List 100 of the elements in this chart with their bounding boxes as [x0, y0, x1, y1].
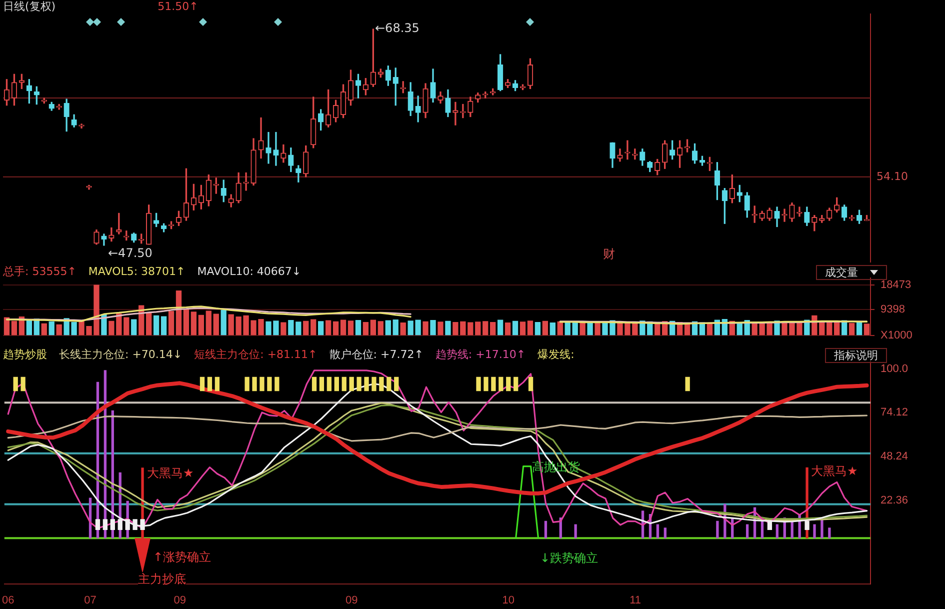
- annotation: ↑涨势确立: [153, 550, 212, 564]
- annotation: ←68.35: [375, 21, 420, 35]
- bar: [183, 308, 190, 336]
- annotation: MAVOL10: 40667↓: [197, 265, 302, 278]
- x-tick-label: 06: [2, 594, 14, 606]
- bar: [386, 376, 392, 392]
- text: 散户仓位: +7.72↑: [329, 348, 424, 361]
- bar: [422, 321, 428, 336]
- bar: [267, 376, 272, 392]
- candlestick: [452, 102, 458, 126]
- y-tick-label: 9398: [880, 304, 905, 316]
- annotation: ←47.50: [108, 246, 152, 260]
- ref-line-label: 54.10: [876, 170, 908, 183]
- bar: [760, 520, 764, 538]
- text: 短线主力仓位: +81.11↑: [194, 348, 318, 361]
- bar: [214, 376, 220, 392]
- bar: [512, 320, 518, 336]
- bar: [20, 376, 26, 392]
- bar: [11, 320, 18, 336]
- bar: [856, 322, 862, 336]
- bar: [514, 376, 518, 392]
- bar: [131, 319, 137, 336]
- bar: [260, 376, 264, 392]
- candlestick: [273, 132, 279, 166]
- bar: [364, 376, 369, 392]
- bar: [176, 290, 182, 336]
- candlestick: [624, 140, 630, 160]
- bar: [146, 312, 152, 336]
- annotation: 指标说明: [834, 349, 878, 362]
- x-tick-label: 11: [630, 594, 642, 606]
- x-tick-label: 09: [174, 594, 186, 606]
- bar: [813, 524, 816, 538]
- bar: [56, 324, 62, 336]
- bar: [527, 320, 534, 336]
- bar: [325, 320, 332, 336]
- annotation: 大黑马★: [811, 464, 858, 478]
- bar: [498, 376, 504, 392]
- annotation: MAVOL5: 38701↑: [88, 265, 186, 278]
- bar: [587, 322, 593, 336]
- bar: [490, 322, 496, 336]
- bar: [400, 322, 406, 336]
- bar: [484, 376, 488, 392]
- bar: [26, 320, 32, 336]
- bar: [716, 520, 719, 538]
- bar: [160, 316, 167, 336]
- annotation: 主力抄底: [138, 572, 186, 586]
- bar: [319, 376, 324, 392]
- bar: [394, 376, 399, 392]
- bar: [828, 528, 831, 538]
- bar: [378, 321, 384, 336]
- y-tick-label: 100.0: [880, 362, 908, 375]
- bar: [318, 321, 324, 336]
- annotation: ↓跌势确立: [540, 551, 598, 565]
- bar: [244, 376, 250, 392]
- x-tick-label: 09: [345, 594, 358, 606]
- bar: [355, 320, 362, 336]
- text: 趋势线: +17.10↑: [435, 348, 526, 361]
- bar: [340, 320, 346, 336]
- text: 长线主力仓位: +70.14↓: [59, 348, 182, 361]
- bar: [342, 376, 346, 392]
- text: 爆发线:: [538, 348, 574, 361]
- chart-title: 趋势炒股: [3, 348, 47, 361]
- bar: [332, 321, 339, 336]
- bar: [334, 376, 339, 392]
- y-tick-label: 18473: [880, 278, 912, 291]
- bar: [482, 321, 488, 336]
- candlestick: [258, 117, 264, 159]
- bar: [520, 322, 526, 336]
- bar: [362, 322, 369, 336]
- annotation: 成交量: [825, 266, 858, 279]
- y-tick-label: 74.12: [880, 406, 908, 419]
- bar: [190, 312, 197, 336]
- bar: [303, 320, 309, 336]
- bar: [41, 323, 47, 336]
- bar: [252, 376, 257, 392]
- text: 51.50↑: [158, 0, 198, 13]
- y-tick-label: X1000: [880, 329, 912, 342]
- bar: [544, 520, 548, 538]
- y-tick-label: 48.24: [880, 450, 908, 462]
- bar: [110, 519, 115, 530]
- annotation: 大黑马★: [147, 466, 194, 480]
- bar: [310, 319, 316, 336]
- bar: [664, 528, 667, 538]
- bar: [220, 310, 226, 336]
- bar: [372, 376, 376, 392]
- bar: [746, 524, 749, 538]
- bar: [506, 376, 511, 392]
- bar: [198, 314, 204, 336]
- candlestick: [460, 104, 466, 118]
- bar: [864, 324, 870, 336]
- y-tick-label: 22.36: [880, 494, 908, 506]
- x-tick-label: 07: [84, 594, 96, 606]
- bar: [504, 322, 511, 336]
- bar: [95, 519, 100, 530]
- bar: [542, 320, 548, 336]
- bar: [656, 524, 660, 538]
- bar: [534, 322, 541, 336]
- bar: [392, 319, 398, 336]
- bar: [491, 376, 496, 392]
- bar: [48, 321, 54, 336]
